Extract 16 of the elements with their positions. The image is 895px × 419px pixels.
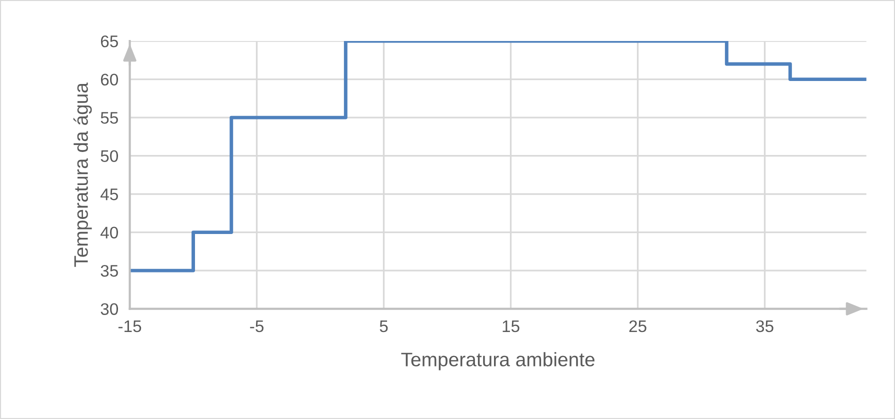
y-tick-label: 55 bbox=[100, 112, 118, 124]
x-tick-label: 25 bbox=[629, 320, 646, 332]
y-tick-label: 65 bbox=[100, 35, 118, 48]
y-tick-label: 45 bbox=[100, 188, 118, 200]
x-tick-label: -5 bbox=[250, 320, 264, 332]
y-tick-label: 60 bbox=[100, 74, 118, 86]
x-axis-title: Temperatura ambiente bbox=[401, 352, 594, 370]
x-tick-label: 15 bbox=[502, 320, 520, 332]
x-tick-label: 35 bbox=[756, 320, 774, 332]
y-tick-label: 40 bbox=[100, 226, 118, 239]
y-tick-label: 35 bbox=[100, 264, 118, 277]
y-axis-title: Temperatura da água bbox=[73, 82, 92, 267]
y-tick-label: 30 bbox=[100, 303, 118, 316]
x-tick-label: 5 bbox=[380, 320, 388, 332]
y-tick-label: 50 bbox=[100, 150, 118, 162]
x-tick-label: -15 bbox=[118, 320, 142, 332]
